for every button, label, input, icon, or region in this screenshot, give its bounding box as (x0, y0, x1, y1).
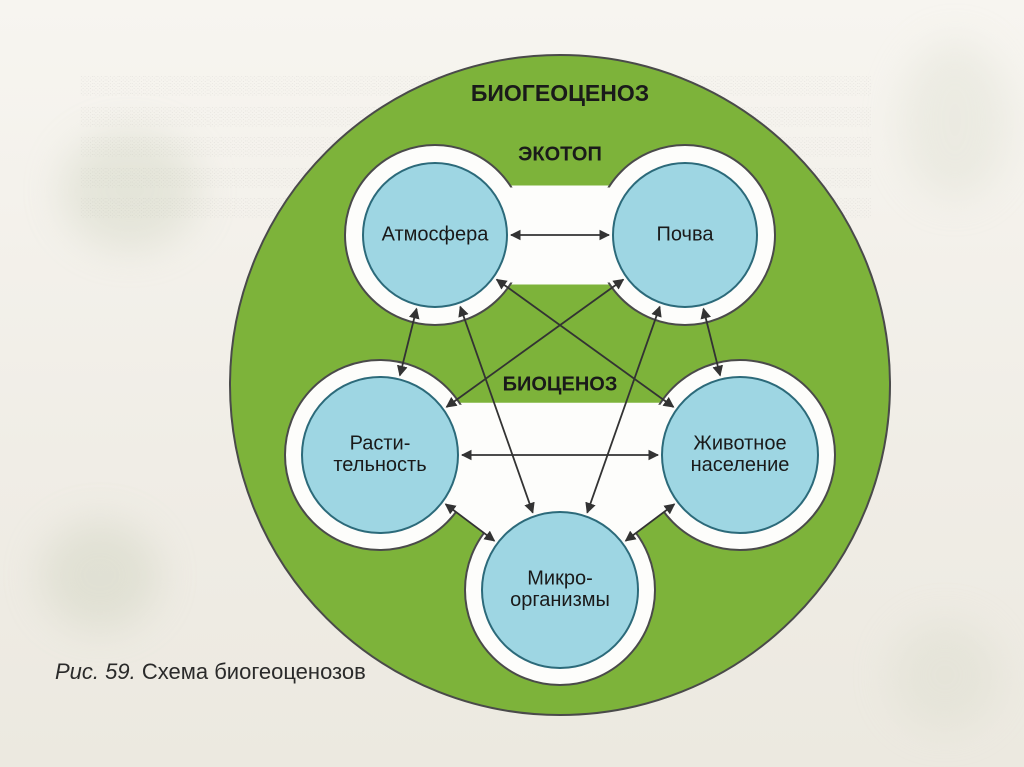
node-soil: Почва (613, 163, 757, 307)
group-label-ecotope: ЭКОТОП (518, 143, 602, 165)
caption-text: Схема биогеоценозов (142, 659, 366, 684)
node-label-micro: организмы (510, 589, 610, 611)
node-label-anim: Животное (693, 432, 786, 454)
node-label-soil: Почва (656, 223, 714, 245)
group-label-biocenosis: БИОЦЕНОЗ (503, 373, 618, 395)
node-label-micro: Микро- (527, 567, 593, 589)
page: ░░░░░░░░░░░░░░░░░░░░░░░░░░░░░░░░░░░░░░░░… (0, 0, 1024, 767)
diagram-title: БИОГЕОЦЕНОЗ (471, 80, 649, 106)
node-label-plants: Расти- (350, 432, 411, 454)
node-plants: Расти-тельность (302, 377, 458, 533)
node-atm: Атмосфера (363, 163, 507, 307)
node-label-atm: Атмосфера (382, 223, 490, 245)
figure-caption: Рис. 59. Схема биогеоценозов (55, 657, 366, 687)
node-label-anim: население (691, 454, 790, 476)
node-label-plants: тельность (333, 454, 426, 476)
caption-prefix: Рис. 59. (55, 659, 136, 684)
biogeocenosis-diagram: БИОГЕОЦЕНОЗ ЭКОТОП БИОЦЕНОЗ Атмосфера Почва Р… (210, 35, 910, 735)
node-anim: Животноенаселение (662, 377, 818, 533)
node-micro: Микро-организмы (482, 512, 638, 668)
